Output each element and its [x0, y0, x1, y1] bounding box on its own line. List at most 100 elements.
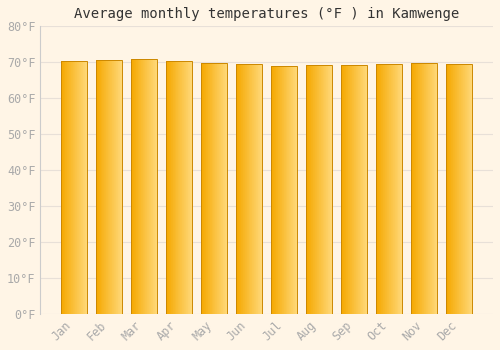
Bar: [188, 61, 189, 314]
Bar: [414, 63, 415, 314]
Bar: [361, 65, 362, 314]
Bar: [121, 61, 122, 314]
Bar: [354, 65, 355, 314]
Bar: [342, 65, 343, 314]
Bar: [366, 65, 368, 314]
Bar: [140, 59, 141, 314]
Bar: [456, 64, 458, 314]
Bar: [425, 63, 426, 314]
Bar: [437, 63, 438, 314]
Bar: [321, 65, 322, 314]
Bar: [421, 63, 422, 314]
Bar: [132, 59, 133, 314]
Bar: [139, 59, 140, 314]
Bar: [284, 66, 285, 314]
Bar: [345, 65, 346, 314]
Bar: [412, 63, 413, 314]
Bar: [316, 65, 318, 314]
Bar: [156, 59, 157, 314]
Bar: [469, 64, 470, 314]
Bar: [211, 63, 212, 314]
Bar: [155, 59, 156, 314]
Bar: [104, 61, 105, 314]
Bar: [109, 61, 110, 314]
Bar: [351, 65, 352, 314]
Bar: [207, 63, 208, 314]
Bar: [97, 61, 98, 314]
Bar: [418, 63, 419, 314]
Bar: [436, 63, 437, 314]
Bar: [82, 61, 83, 314]
Bar: [178, 61, 179, 314]
Bar: [362, 65, 363, 314]
Bar: [363, 65, 364, 314]
Bar: [182, 61, 183, 314]
Bar: [393, 64, 394, 314]
Bar: [96, 61, 122, 314]
Bar: [424, 63, 425, 314]
Bar: [105, 61, 106, 314]
Bar: [400, 64, 401, 314]
Bar: [282, 66, 283, 314]
Bar: [464, 64, 466, 314]
Bar: [245, 64, 246, 314]
Bar: [276, 66, 277, 314]
Bar: [428, 63, 429, 314]
Bar: [256, 64, 257, 314]
Bar: [451, 64, 452, 314]
Bar: [251, 64, 252, 314]
Bar: [107, 61, 108, 314]
Bar: [70, 61, 72, 314]
Bar: [326, 65, 327, 314]
Bar: [191, 61, 192, 314]
Bar: [411, 63, 412, 314]
Bar: [468, 64, 469, 314]
Bar: [288, 66, 289, 314]
Bar: [217, 63, 218, 314]
Bar: [453, 64, 454, 314]
Bar: [386, 64, 388, 314]
Bar: [280, 66, 281, 314]
Bar: [103, 61, 104, 314]
Bar: [142, 59, 143, 314]
Bar: [394, 64, 395, 314]
Bar: [260, 64, 261, 314]
Bar: [102, 61, 103, 314]
Bar: [329, 65, 330, 314]
Bar: [460, 64, 462, 314]
Bar: [240, 64, 242, 314]
Bar: [291, 66, 292, 314]
Bar: [111, 61, 112, 314]
Bar: [344, 65, 345, 314]
Bar: [146, 59, 148, 314]
Bar: [184, 61, 185, 314]
Bar: [81, 61, 82, 314]
Bar: [330, 65, 331, 314]
Bar: [452, 64, 453, 314]
Bar: [242, 64, 244, 314]
Bar: [106, 61, 107, 314]
Bar: [296, 66, 298, 314]
Bar: [427, 63, 428, 314]
Bar: [341, 65, 342, 314]
Bar: [447, 64, 448, 314]
Bar: [226, 63, 228, 314]
Bar: [84, 61, 85, 314]
Bar: [131, 59, 132, 314]
Bar: [201, 63, 228, 314]
Bar: [222, 63, 224, 314]
Bar: [253, 64, 254, 314]
Bar: [458, 64, 460, 314]
Bar: [137, 59, 138, 314]
Bar: [413, 63, 414, 314]
Bar: [115, 61, 116, 314]
Bar: [416, 63, 417, 314]
Bar: [417, 63, 418, 314]
Bar: [76, 61, 78, 314]
Bar: [261, 64, 262, 314]
Bar: [216, 63, 217, 314]
Bar: [177, 61, 178, 314]
Bar: [283, 66, 284, 314]
Bar: [398, 64, 399, 314]
Bar: [258, 64, 259, 314]
